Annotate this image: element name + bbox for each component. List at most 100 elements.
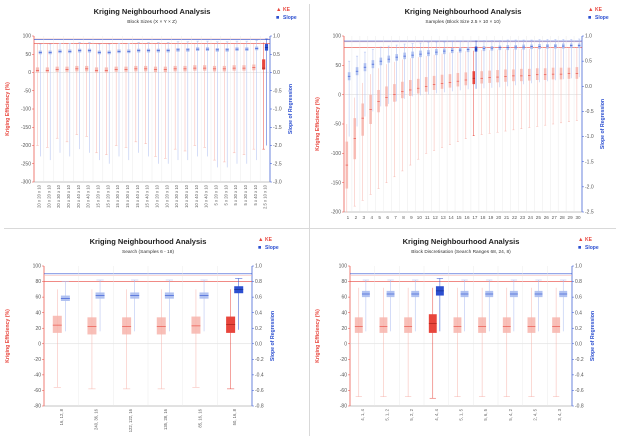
x-tick-label: 10 x 20 x 10: [154, 184, 159, 207]
ke-box: [94, 67, 99, 73]
x-tick-label: 26: [544, 215, 550, 220]
x-tick-label: 5, 4, 2: [508, 408, 513, 420]
y2-tick-label: 0.6: [575, 295, 582, 301]
x-tick-label: 30: [575, 215, 581, 220]
chart-title: Kriging Neighbourhood Analysis: [90, 237, 207, 246]
x-tick-label: 15 x 40 x 10: [145, 184, 150, 207]
legend-slope-marker: ■: [588, 15, 591, 21]
x-tick-label: 5, 1, 2: [385, 408, 390, 420]
ke-box: [424, 77, 428, 92]
x-tick-label: 10 x 40 x 10: [204, 184, 209, 207]
y2-tick-label: 0.0: [255, 341, 262, 347]
ke-box: [552, 317, 561, 333]
ke-box: [226, 316, 236, 333]
x-tick-label: 28: [560, 215, 566, 220]
y-tick-label: -60: [340, 388, 347, 394]
y2-tick-label: -2.5: [273, 161, 282, 167]
y-tick-label: -50: [334, 122, 341, 128]
ke-box: [528, 68, 531, 81]
x-tick-label: 27: [552, 215, 558, 220]
y2-tick-label: 0.0: [585, 84, 592, 90]
y2-tick-label: 0.5: [585, 59, 592, 65]
y2-tick-label: -2.0: [585, 184, 594, 190]
x-tick-label: 20 x 30 x 10: [56, 184, 61, 207]
y-axis-label: Kriging Efficiency (%): [315, 97, 321, 151]
x-tick-label: 240, 36, 16: [94, 408, 99, 430]
y-tick-label: 0: [344, 341, 347, 347]
chart-title: Kriging Neighbourhood Analysis: [94, 7, 211, 16]
chart-svg: Kriging Neighbourhood Analysis Block Size…: [5, 7, 297, 209]
legend-ke-label: KE: [585, 237, 593, 243]
x-tick-label: 5 x 30 x 10: [243, 184, 248, 205]
y2-tick-label: -1.5: [273, 125, 282, 131]
x-tick-label: 6: [386, 215, 389, 220]
x-tick-label: 10 x 30 x 10: [174, 184, 179, 207]
ke-box: [114, 66, 118, 72]
y-tick-label: 80: [341, 279, 347, 285]
ke-box: [87, 317, 97, 335]
ke-box: [432, 75, 436, 90]
y-tick-label: -80: [34, 404, 41, 410]
x-tick-label: 25: [536, 215, 542, 220]
ke-box: [385, 86, 388, 107]
y2-tick-label: -0.6: [575, 388, 584, 394]
x-tick-label: 9: [410, 215, 413, 220]
chart-title: Kriging Neighbourhood Analysis: [403, 237, 520, 246]
legend-ke-marker: ▲: [258, 237, 263, 243]
y-tick-label: -250: [21, 161, 31, 167]
x-tick-label: 14: [449, 215, 455, 220]
x-tick-label: 4, 1, 4: [360, 408, 365, 420]
y2-tick-label: -0.4: [575, 372, 584, 378]
x-tick-label: 5, 2, 2: [409, 408, 414, 420]
y-tick-label: 100: [33, 264, 42, 270]
y2-tick-label: -1.5: [585, 159, 594, 165]
y-tick-label: -100: [331, 151, 341, 157]
y2-tick-label: 0.4: [255, 310, 262, 316]
x-tick-label: 21: [504, 215, 510, 220]
x-tick-label: 1: [347, 215, 350, 220]
ke-box: [404, 317, 413, 333]
y-tick-label: -20: [340, 357, 347, 363]
y-tick-label: 50: [335, 63, 341, 69]
y-tick-label: -100: [21, 107, 31, 113]
ke-box: [156, 317, 166, 335]
legend-slope-label: Slope: [585, 245, 599, 251]
x-tick-label: 10 x 40 x 10: [194, 184, 199, 207]
ke-box: [543, 68, 547, 80]
y2-tick-label: -0.4: [255, 372, 264, 378]
legend-slope-marker: ■: [578, 245, 581, 251]
x-tick-label: 19: [488, 215, 494, 220]
y2-tick-label: 0.2: [255, 326, 262, 332]
x-tick-label: 23: [520, 215, 526, 220]
x-tick-label: 5: [378, 215, 381, 220]
legend-ke-marker: ▲: [588, 7, 593, 13]
ke-box: [122, 317, 132, 335]
y2-tick-label: -1.0: [273, 107, 282, 113]
legend-ke-label: KE: [283, 7, 291, 13]
x-tick-label: 15 x 30 x 10: [115, 184, 120, 207]
chart-title: Kriging Neighbourhood Analysis: [405, 7, 522, 16]
y2-tick-label: 1.0: [575, 264, 582, 270]
x-tick-label: 16, 12, 8: [59, 408, 64, 425]
ke-box: [496, 70, 499, 83]
y2-tick-label: -0.5: [273, 88, 282, 94]
y-tick-label: -20: [34, 357, 41, 363]
ke-box: [124, 66, 128, 72]
ke-box: [520, 68, 523, 82]
y-tick-label: -150: [331, 180, 341, 186]
x-tick-label: 3, 4, 3: [557, 408, 562, 420]
x-tick-label: 20 x 20 x 10: [36, 184, 41, 207]
ke-box: [456, 72, 460, 87]
ke-box: [55, 66, 59, 72]
ke-box: [393, 84, 396, 102]
ke-box: [472, 71, 476, 85]
y-tick-label: 0: [338, 92, 341, 98]
ke-box: [401, 81, 404, 99]
y2-tick-label: 0.4: [575, 310, 582, 316]
x-tick-label: 2, 4, 5: [533, 408, 538, 420]
x-tick-label: 3: [363, 215, 366, 220]
chart-svg: Kriging Neighbourhood Analysis Block Disc…: [315, 237, 599, 421]
y-tick-label: -300: [21, 180, 31, 186]
ke-box: [409, 80, 412, 96]
y2-axis-label: Slope of Regression: [288, 84, 294, 134]
